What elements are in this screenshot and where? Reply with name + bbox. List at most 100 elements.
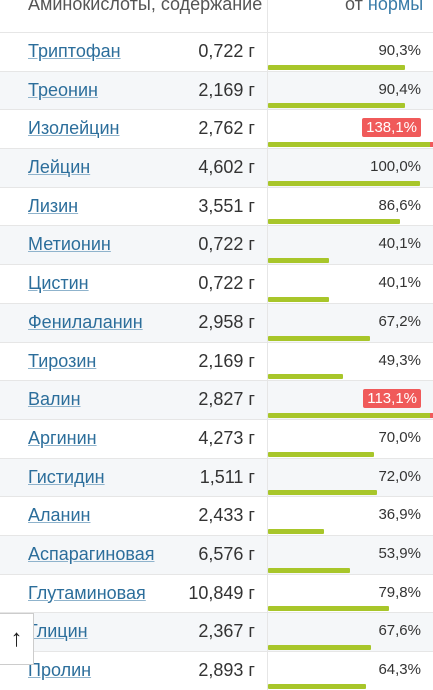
progress-track — [268, 103, 433, 109]
norm-cell: 70,0% — [267, 419, 433, 458]
norm-cell: 49,3% — [267, 342, 433, 381]
norm-link[interactable]: нормы — [367, 0, 424, 14]
amount-value: 2,893 г — [198, 660, 255, 680]
progress-bar — [268, 606, 389, 612]
percent-over-badge: 113,1% — [363, 389, 421, 409]
arrow-up-icon: ↑ — [10, 625, 23, 652]
percent-value: 49,3% — [378, 351, 421, 369]
progress-bar — [268, 490, 377, 496]
table-row: Аспарагиновая 6,576 г 53,9% — [0, 534, 433, 574]
amount-value: 3,551 г — [198, 195, 255, 216]
table-row: Треонин 2,169 г 90,4% — [0, 70, 433, 110]
norm-prefix: от — [345, 0, 363, 14]
percent-value: 40,1% — [378, 235, 421, 253]
amino-acid-link[interactable]: Глицин — [28, 621, 88, 642]
amount-value: 6,576 г — [198, 543, 255, 564]
norm-cell: 90,3% — [267, 33, 433, 71]
norm-cell: 36,9% — [267, 497, 433, 535]
amino-acid-link[interactable]: Триптофан — [28, 41, 121, 61]
progress-excess-marker — [430, 412, 433, 418]
amino-acid-link[interactable]: Аланин — [28, 505, 91, 526]
progress-bar — [268, 64, 405, 70]
table-header: Аминокислоты, содержание от нормы — [0, 0, 433, 32]
norm-cell: 64,3% — [267, 652, 433, 690]
table-row: Триптофан 0,722 г 90,3% — [0, 32, 433, 71]
amino-acid-link[interactable]: Лизин — [28, 195, 79, 216]
table-row: Пролин 2,893 г 64,3% — [0, 651, 433, 690]
amino-acid-link[interactable]: Гистидин — [28, 466, 105, 487]
norm-cell: 40,1% — [267, 226, 433, 265]
progress-track — [268, 374, 433, 380]
amino-acid-link[interactable]: Аргинин — [28, 427, 97, 448]
amount-value: 2,433 г — [198, 505, 255, 526]
amino-acid-link[interactable]: Тирозин — [28, 350, 97, 371]
amino-acid-link[interactable]: Пролин — [28, 660, 92, 680]
amount-value: 2,958 г — [198, 311, 255, 332]
progress-track — [268, 412, 433, 419]
amino-acid-link[interactable]: Цистин — [28, 273, 89, 294]
progress-track — [268, 296, 433, 303]
scroll-to-top-button[interactable]: ↑ — [0, 613, 34, 665]
table-row: Гистидин 1,511 г 72,0% — [0, 457, 433, 497]
progress-track — [268, 258, 433, 264]
table-row: Лейцин 4,602 г 100,0% — [0, 148, 433, 187]
progress-bar — [268, 567, 350, 573]
progress-track — [268, 180, 433, 187]
progress-track — [268, 335, 433, 342]
progress-bar — [268, 296, 329, 302]
progress-track — [268, 451, 433, 458]
percent-value: 40,1% — [378, 274, 421, 292]
progress-track — [268, 528, 433, 535]
progress-bar — [268, 180, 420, 186]
amino-acid-link[interactable]: Изолейцин — [28, 118, 120, 139]
amino-acid-link[interactable]: Треонин — [28, 79, 98, 100]
percent-value: 90,4% — [378, 80, 421, 98]
amount-value: 2,367 г — [198, 621, 255, 642]
table-row: Фенилаланин 2,958 г 67,2% — [0, 302, 433, 342]
progress-bar — [268, 683, 366, 689]
progress-track — [268, 567, 433, 574]
progress-bar — [268, 142, 433, 148]
amino-acid-link[interactable]: Валин — [28, 389, 81, 410]
progress-bar — [268, 374, 343, 380]
header-divider — [267, 0, 268, 32]
progress-bar — [268, 645, 371, 650]
norm-cell: 53,9% — [267, 535, 433, 574]
norm-cell: 40,1% — [267, 265, 433, 303]
norm-cell: 79,8% — [267, 574, 433, 613]
progress-excess-marker — [430, 142, 433, 148]
progress-bar — [268, 103, 405, 109]
norm-column-title: от нормы — [345, 0, 423, 15]
progress-bar — [268, 335, 370, 341]
table-row: Тирозин 2,169 г 49,3% — [0, 341, 433, 381]
progress-bar — [268, 219, 400, 225]
percent-value: 100,0% — [370, 158, 421, 176]
amino-acid-link[interactable]: Глутаминовая — [28, 582, 146, 603]
amount-value: 2,169 г — [198, 79, 255, 100]
table-row: Аргинин 4,273 г 70,0% — [0, 418, 433, 458]
percent-value: 64,3% — [378, 661, 421, 678]
norm-cell: 100,0% — [267, 149, 433, 187]
progress-track — [268, 606, 433, 612]
amount-value: 4,602 г — [198, 157, 255, 178]
progress-track — [268, 219, 433, 225]
amino-acid-link[interactable]: Фенилаланин — [28, 311, 143, 332]
amino-acid-link[interactable]: Метионин — [28, 234, 111, 255]
table-row: Глицин 2,367 г 67,6% — [0, 612, 433, 651]
norm-cell: 86,6% — [267, 187, 433, 226]
percent-value: 53,9% — [378, 544, 421, 562]
table-row: Валин 2,827 г 113,1% — [0, 380, 433, 419]
progress-bar — [268, 258, 329, 264]
percent-over-badge: 138,1% — [362, 118, 421, 138]
progress-bar — [268, 528, 324, 534]
table-row: Лизин 3,551 г 86,6% — [0, 186, 433, 226]
percent-value: 36,9% — [378, 506, 421, 524]
amino-acid-link[interactable]: Лейцин — [28, 157, 91, 178]
table-row: Глутаминовая 10,849 г 79,8% — [0, 573, 433, 613]
amount-value: 2,827 г — [198, 389, 255, 410]
amino-acid-link[interactable]: Аспарагиновая — [28, 543, 155, 564]
progress-track — [268, 645, 433, 651]
percent-value: 67,2% — [378, 312, 421, 330]
percent-value: 67,6% — [378, 622, 421, 640]
amount-value: 2,169 г — [198, 350, 255, 371]
